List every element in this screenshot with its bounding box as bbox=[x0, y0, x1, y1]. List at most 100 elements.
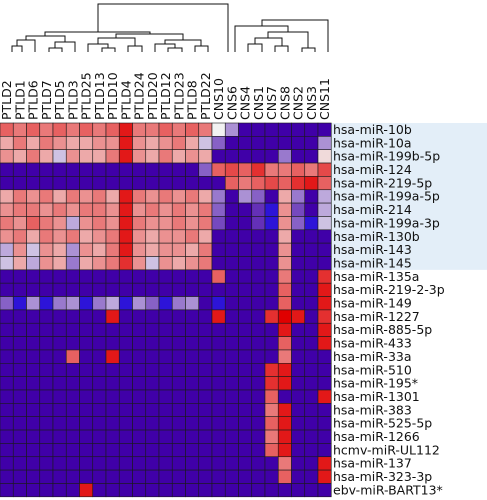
heatmap-cell bbox=[198, 229, 213, 244]
heatmap-cell bbox=[264, 443, 279, 458]
heatmap-cell bbox=[211, 282, 226, 297]
heatmap-cell bbox=[238, 483, 253, 498]
heatmap-cell bbox=[65, 189, 80, 204]
heatmap-cell bbox=[158, 456, 173, 471]
heatmap-cell bbox=[185, 429, 200, 444]
heatmap-cell bbox=[185, 416, 200, 431]
heatmap-cell bbox=[158, 162, 173, 177]
heatmap-cell bbox=[92, 349, 107, 364]
heatmap-cell bbox=[251, 376, 266, 391]
heatmap-cell bbox=[79, 376, 94, 391]
heatmap-cell bbox=[65, 122, 80, 137]
heatmap-cell bbox=[224, 122, 239, 137]
heatmap-cell bbox=[145, 176, 160, 191]
heatmap-cell bbox=[291, 136, 306, 151]
heatmap-cell bbox=[317, 176, 332, 191]
heatmap-cell bbox=[264, 309, 279, 324]
heatmap-cell bbox=[12, 456, 27, 471]
heatmap-cell bbox=[132, 389, 147, 404]
heatmap-cell bbox=[291, 429, 306, 444]
heatmap-cell bbox=[0, 162, 14, 177]
heatmap-cell bbox=[118, 149, 133, 164]
heatmap-cell bbox=[224, 322, 239, 337]
heatmap-cell bbox=[92, 122, 107, 137]
heatmap-cell bbox=[317, 443, 332, 458]
heatmap-cell bbox=[145, 216, 160, 231]
heatmap-cell bbox=[79, 456, 94, 471]
heatmap-cell bbox=[198, 256, 213, 271]
heatmap-cell bbox=[224, 136, 239, 151]
heatmap-cell bbox=[251, 322, 266, 337]
heatmap-cell bbox=[158, 469, 173, 484]
heatmap-cell bbox=[304, 176, 319, 191]
heatmap-cell bbox=[171, 322, 186, 337]
heatmap-cell bbox=[52, 242, 67, 257]
heatmap-cell bbox=[118, 443, 133, 458]
heatmap-cell bbox=[251, 469, 266, 484]
heatmap-cell bbox=[26, 469, 41, 484]
column-label: PTLD6 bbox=[26, 80, 41, 120]
heatmap-cell bbox=[39, 429, 54, 444]
heatmap-cell bbox=[39, 349, 54, 364]
heatmap-cell bbox=[224, 416, 239, 431]
row-label: hsa-miR-433 bbox=[333, 336, 412, 351]
heatmap-cell bbox=[224, 256, 239, 271]
heatmap-cell bbox=[304, 403, 319, 418]
heatmap-cell bbox=[26, 322, 41, 337]
row-label: hsa-miR-525-5p bbox=[333, 416, 432, 431]
heatmap-cell bbox=[132, 296, 147, 311]
heatmap-cell bbox=[132, 242, 147, 257]
heatmap-cell bbox=[304, 362, 319, 377]
heatmap-cell bbox=[304, 456, 319, 471]
heatmap-cell bbox=[26, 256, 41, 271]
heatmap-cell bbox=[251, 416, 266, 431]
heatmap-cell bbox=[211, 216, 226, 231]
heatmap-cell bbox=[171, 429, 186, 444]
heatmap-cell bbox=[52, 416, 67, 431]
heatmap-cell bbox=[118, 309, 133, 324]
heatmap-cell bbox=[79, 443, 94, 458]
row-label: hsa-miR-219-2-3p bbox=[333, 282, 445, 297]
heatmap-cell bbox=[158, 256, 173, 271]
heatmap-cell bbox=[238, 202, 253, 217]
heatmap-cell bbox=[251, 336, 266, 351]
heatmap-cell bbox=[118, 322, 133, 337]
heatmap-cell bbox=[26, 376, 41, 391]
heatmap-cell bbox=[238, 376, 253, 391]
dendrogram-branch bbox=[25, 35, 66, 42]
heatmap-cell bbox=[52, 149, 67, 164]
heatmap-cell bbox=[158, 229, 173, 244]
heatmap-cell bbox=[0, 389, 14, 404]
heatmap-cell bbox=[264, 389, 279, 404]
heatmap-cell bbox=[264, 403, 279, 418]
heatmap-cell bbox=[238, 122, 253, 137]
heatmap-cell bbox=[304, 322, 319, 337]
heatmap-cell bbox=[211, 362, 226, 377]
heatmap-cell bbox=[224, 469, 239, 484]
heatmap-cell bbox=[211, 149, 226, 164]
heatmap-cell bbox=[277, 309, 292, 324]
heatmap-cell bbox=[52, 322, 67, 337]
heatmap-cell bbox=[238, 282, 253, 297]
heatmap-cell bbox=[39, 202, 54, 217]
heatmap-cell bbox=[277, 296, 292, 311]
heatmap-cell bbox=[39, 122, 54, 137]
heatmap-cell bbox=[224, 403, 239, 418]
heatmap-cell bbox=[185, 483, 200, 498]
heatmap-cell bbox=[158, 376, 173, 391]
heatmap-cell bbox=[39, 322, 54, 337]
column-label: PTLD1 bbox=[12, 80, 27, 120]
heatmap-cell bbox=[171, 362, 186, 377]
heatmap-cell bbox=[211, 309, 226, 324]
row-label: hsa-miR-214 bbox=[333, 202, 412, 217]
heatmap-cell bbox=[0, 189, 14, 204]
heatmap-cell bbox=[92, 256, 107, 271]
heatmap-cell bbox=[185, 269, 200, 284]
heatmap-cell bbox=[26, 189, 41, 204]
column-labels: PTLD2PTLD1PTLD6PTLD7PTLD5PTLD3PTLD25PTLD… bbox=[0, 72, 332, 120]
heatmap-cell bbox=[132, 256, 147, 271]
heatmap-cell bbox=[171, 242, 186, 257]
row-label: hsa-miR-1301 bbox=[333, 389, 420, 404]
heatmap-cell bbox=[105, 389, 120, 404]
heatmap-cell bbox=[264, 229, 279, 244]
